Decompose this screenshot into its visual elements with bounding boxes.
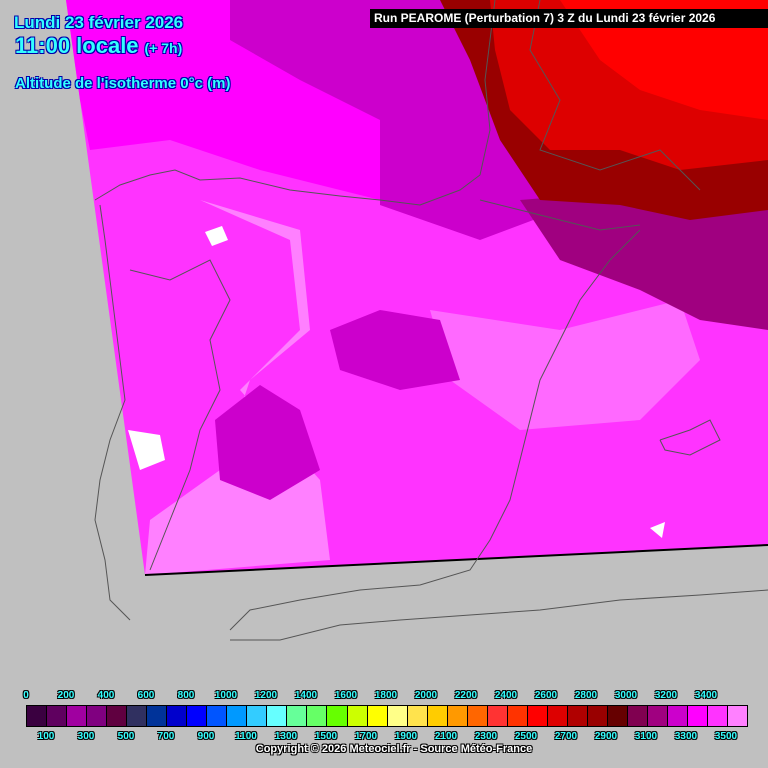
coastline-north-spain <box>94 169 481 206</box>
balearic-islands <box>659 419 721 456</box>
scale-label-bottom: 2300 <box>474 731 498 742</box>
parameter-title: Altitude de l'isotherme 0°c (m) <box>15 75 231 92</box>
color-swatch <box>147 706 168 726</box>
color-swatch <box>307 706 328 726</box>
color-swatch <box>728 706 748 726</box>
color-swatch <box>668 706 689 726</box>
pyrenees-border <box>479 199 641 231</box>
scale-label-top: 2800 <box>574 690 598 701</box>
color-swatch <box>647 706 668 726</box>
forecast-date: Lundi 23 février 2026 <box>14 13 184 32</box>
scale-label-top: 400 <box>97 690 115 701</box>
scale-label-bottom: 3500 <box>714 731 738 742</box>
color-swatch <box>547 706 568 726</box>
scale-label-bottom: 2500 <box>514 731 538 742</box>
scale-label-top: 1800 <box>374 690 398 701</box>
scale-label-top: 600 <box>137 690 155 701</box>
color-swatch <box>287 706 308 726</box>
coastline-north-africa <box>230 589 768 641</box>
scale-label-bottom: 3100 <box>634 731 658 742</box>
color-swatch <box>407 706 428 726</box>
color-swatch <box>507 706 528 726</box>
color-swatch <box>27 706 48 726</box>
scale-label-top: 1600 <box>334 690 358 701</box>
color-swatch <box>688 706 709 726</box>
portugal-spain-border <box>129 259 231 571</box>
color-swatch <box>267 706 288 726</box>
scale-label-bottom: 3300 <box>674 731 698 742</box>
scale-label-bottom: 2700 <box>554 731 578 742</box>
color-swatch <box>587 706 608 726</box>
color-swatch <box>367 706 388 726</box>
color-swatch <box>447 706 468 726</box>
field-light-pink-east <box>430 300 700 430</box>
scale-label-top: 3000 <box>614 690 638 701</box>
scale-label-bottom: 700 <box>157 731 175 742</box>
model-domain <box>66 0 768 576</box>
domain-edge-bottom <box>144 544 768 576</box>
borders <box>94 0 768 641</box>
field-white-patch <box>128 430 165 470</box>
run-info: Run PEAROME (Perturbation 7) 3 Z du Lund… <box>370 9 768 28</box>
color-swatch <box>187 706 208 726</box>
scale-label-bottom: 1700 <box>354 731 378 742</box>
color-swatch <box>467 706 488 726</box>
color-swatch <box>67 706 88 726</box>
field-white-patch-2 <box>205 226 228 246</box>
color-swatch <box>387 706 408 726</box>
color-swatch <box>347 706 368 726</box>
scale-label-top: 2400 <box>494 690 518 701</box>
scale-label-top: 3400 <box>694 690 718 701</box>
scale-label-top: 1400 <box>294 690 318 701</box>
scale-label-top: 2000 <box>414 690 438 701</box>
scale-label-top: 1000 <box>214 690 238 701</box>
scale-label-top: 0 <box>23 690 29 701</box>
scale-label-bottom: 900 <box>197 731 215 742</box>
scale-label-top: 2200 <box>454 690 478 701</box>
france-internal <box>529 0 701 191</box>
scale-label-bottom: 1100 <box>235 731 257 742</box>
scale-label-bottom: 1300 <box>274 731 298 742</box>
color-swatch <box>487 706 508 726</box>
forecast-time: 11:00 locale (+ 7h) <box>15 33 182 59</box>
color-swatch <box>607 706 628 726</box>
field-white-patch-3 <box>650 522 665 538</box>
coastline-portugal <box>94 204 131 621</box>
scale-label-bottom: 100 <box>37 731 55 742</box>
scale-label-bottom: 2100 <box>434 731 458 742</box>
color-swatch <box>427 706 448 726</box>
coastline-mediterranean <box>229 229 641 631</box>
color-swatch <box>207 706 228 726</box>
field-purple-sw <box>215 385 320 500</box>
color-swatch <box>247 706 268 726</box>
color-swatch <box>167 706 188 726</box>
color-swatch <box>627 706 648 726</box>
color-swatch <box>327 706 348 726</box>
scale-label-top: 3200 <box>654 690 678 701</box>
scale-label-top: 2600 <box>534 690 558 701</box>
scale-label-top: 1200 <box>254 690 278 701</box>
color-swatch <box>227 706 248 726</box>
scale-label-top: 200 <box>57 690 75 701</box>
color-swatch <box>708 706 729 726</box>
color-swatch <box>87 706 108 726</box>
local-time: 11:00 locale <box>15 33 139 58</box>
color-swatch <box>107 706 128 726</box>
color-scale-bar <box>26 705 748 727</box>
color-swatch <box>127 706 148 726</box>
scale-label-bottom: 2900 <box>594 731 618 742</box>
copyright: Copyright © 2026 Meteociel.fr - Source M… <box>255 743 533 755</box>
scale-label-bottom: 1500 <box>314 731 338 742</box>
color-swatch <box>527 706 548 726</box>
field-purple-central <box>330 310 460 390</box>
scale-label-bottom: 300 <box>77 731 95 742</box>
field-bright-red <box>560 0 768 120</box>
color-swatch <box>567 706 588 726</box>
scale-label-top: 800 <box>177 690 195 701</box>
scale-label-bottom: 1900 <box>394 731 418 742</box>
scale-label-bottom: 500 <box>117 731 135 742</box>
lead-time: (+ 7h) <box>144 40 183 56</box>
color-swatch <box>47 706 68 726</box>
